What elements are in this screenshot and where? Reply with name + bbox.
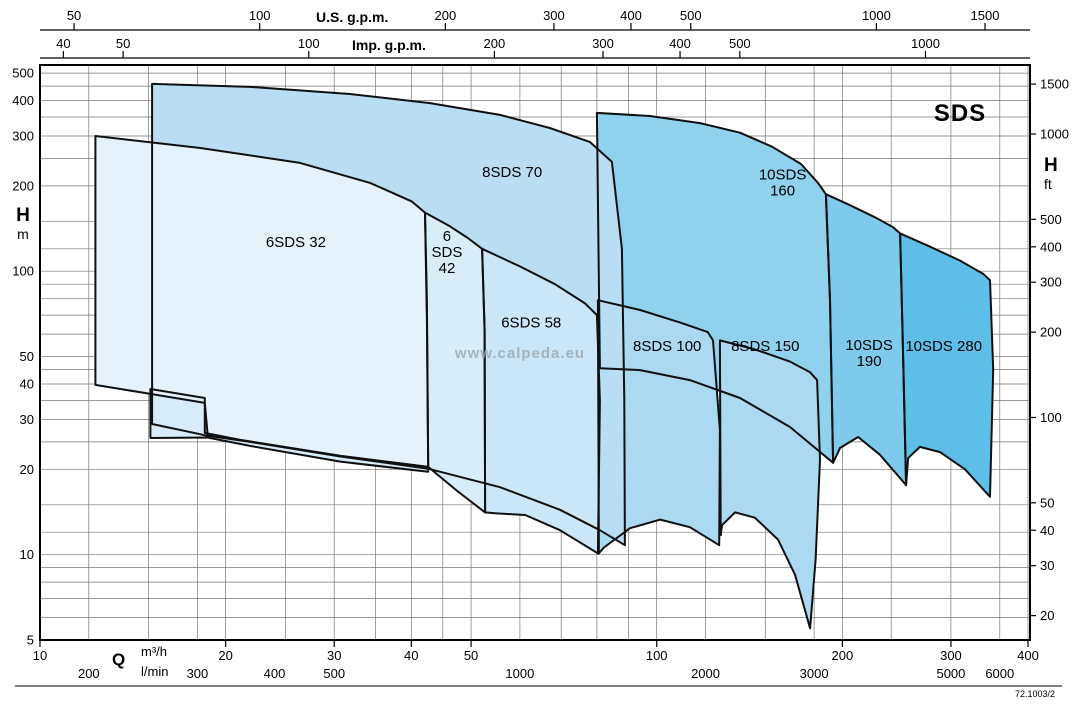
- region-labels-layer: 6SDS 32 6 SDS 42 6SDS 58 8SDS 70 8SDS 100 8SDS …: [266, 164, 982, 370]
- left-axis-symbol: H: [16, 205, 30, 226]
- tick-label-h-ft: 30: [1040, 558, 1054, 573]
- tick-label-h-ft: 500: [1040, 212, 1062, 227]
- tick-label-q-m3h: 400: [1017, 648, 1039, 663]
- tick-label-us-gpm: 500: [680, 8, 702, 23]
- region-label-10sds280: 10SDS 280: [905, 338, 982, 355]
- tick-label-q-lmin: 3000: [800, 666, 829, 681]
- tick-label-us-gpm: 1500: [971, 8, 1000, 23]
- tick-label-q-m3h: 50: [464, 648, 478, 663]
- tick-label-q-lmin: 2000: [691, 666, 720, 681]
- region-fill-8sds150: [719, 340, 820, 629]
- tick-label-q-m3h: 100: [646, 648, 668, 663]
- region-label-8sds70: 8SDS 70: [482, 164, 542, 181]
- tick-label-h-m: 5: [27, 633, 34, 648]
- left-axis-unit: m: [17, 226, 29, 242]
- tick-label-h-ft: 200: [1040, 325, 1062, 340]
- region-label-10sds190: 10SDS 190: [845, 337, 893, 370]
- tick-label-imp-gpm: 200: [484, 36, 506, 51]
- region-label-6sds32: 6SDS 32: [266, 234, 326, 251]
- tick-label-h-ft: 1000: [1040, 127, 1069, 142]
- right-axis-symbol: H: [1044, 155, 1058, 176]
- tick-label-imp-gpm: 1000: [911, 36, 940, 51]
- region-fill-6sds32: [95, 136, 429, 467]
- region-label-10sds160: 10SDS 160: [759, 166, 807, 199]
- region-outline-6sds32-low: [149, 388, 430, 473]
- tick-label-h-ft: 300: [1040, 275, 1062, 290]
- region-fill-10sds280: [900, 233, 994, 497]
- tick-label-h-m: 500: [12, 66, 34, 81]
- right-axis-label: H ft: [1044, 155, 1070, 193]
- tick-label-h-ft: 20: [1040, 608, 1054, 623]
- tick-label-q-lmin: 1000: [505, 666, 534, 681]
- region-fill-10sds190: [825, 194, 907, 486]
- plot-frame: [39, 64, 1031, 641]
- tick-label-imp-gpm: 40: [56, 36, 70, 51]
- watermark-text: www.calpeda.eu: [454, 345, 586, 362]
- region-outline-10sds160: [595, 111, 835, 464]
- tick-label-q-lmin: 500: [323, 666, 345, 681]
- tick-label-us-gpm: 200: [434, 8, 456, 23]
- bottom-axis-unit-m3h: m³/h: [141, 644, 167, 659]
- tick-label-h-m: 30: [20, 412, 34, 427]
- tick-label-q-m3h: 30: [327, 648, 341, 663]
- tick-label-h-m: 50: [20, 349, 34, 364]
- region-fill-6sds42: [425, 212, 486, 513]
- tick-label-us-gpm: 100: [249, 8, 271, 23]
- tick-label-imp-gpm: 500: [729, 36, 751, 51]
- tick-label-h-ft: 40: [1040, 523, 1054, 538]
- tick-label-q-lmin: 6000: [985, 666, 1014, 681]
- region-label-8sds100: 8SDS 100: [633, 338, 701, 355]
- region-fill-6sds58: [482, 248, 600, 554]
- tick-label-h-m: 10: [20, 547, 34, 562]
- tick-label-q-lmin: 400: [264, 666, 286, 681]
- bottom-axis-unit-lmin: l/min: [141, 664, 169, 679]
- tick-label-q-m3h: 300: [940, 648, 962, 663]
- tick-label-q-m3h: 40: [404, 648, 418, 663]
- tick-label-q-lmin: 200: [78, 666, 100, 681]
- tick-label-us-gpm: 400: [620, 8, 642, 23]
- region-label-8sds150: 8SDS 150: [731, 338, 799, 355]
- tick-label-q-m3h: 20: [218, 648, 232, 663]
- regions-outline-layer: [94, 82, 995, 630]
- region-fill-8sds100: [597, 300, 720, 554]
- tick-label-h-ft: 100: [1040, 410, 1062, 425]
- tick-label-h-m: 400: [12, 93, 34, 108]
- tick-label-imp-gpm: 100: [298, 36, 320, 51]
- region-label-6sds42: 6 SDS 42: [432, 228, 463, 277]
- tick-label-imp-gpm: 400: [669, 36, 691, 51]
- tick-label-q-lmin: 5000: [936, 666, 965, 681]
- region-outline-8sds150: [718, 339, 821, 630]
- tick-label-us-gpm: 50: [67, 8, 81, 23]
- tick-label-imp-gpm: 300: [592, 36, 614, 51]
- tick-label-h-m: 100: [12, 264, 34, 279]
- region-outline-6sds32: [94, 135, 430, 468]
- tick-label-q-m3h: 10: [33, 648, 47, 663]
- tick-label-h-ft: 400: [1040, 239, 1062, 254]
- top-axis-title-imp-gpm: Imp. g.p.m.: [352, 37, 426, 53]
- left-axis-label: H m: [12, 205, 34, 243]
- tick-label-q-lmin: 300: [187, 666, 209, 681]
- document-number: 72.1003/2: [1014, 689, 1055, 699]
- tick-label-us-gpm: 1000: [862, 8, 891, 23]
- tick-label-q-m3h: 200: [832, 648, 854, 663]
- tick-label-h-ft: 1500: [1040, 77, 1069, 92]
- tick-label-us-gpm: 300: [543, 8, 565, 23]
- regions-fill-layer: [95, 83, 994, 629]
- tick-label-imp-gpm: 50: [116, 36, 130, 51]
- tick-label-h-ft: 50: [1040, 495, 1054, 510]
- region-label-6sds58: 6SDS 58: [501, 314, 561, 331]
- top-axis-title-us-gpm: U.S. g.p.m.: [316, 9, 389, 25]
- tick-label-h-m: 200: [12, 178, 34, 193]
- bottom-axis-symbol: Q: [112, 650, 126, 669]
- tick-label-h-m: 300: [12, 128, 34, 143]
- axes-layer: 50 100 200 300 400 500 1000 1500 40 50 100 200 300 40…: [12, 8, 1069, 687]
- tick-label-h-m: 40: [20, 377, 34, 392]
- right-axis-unit: ft: [1044, 176, 1052, 192]
- region-outline-8sds100: [596, 299, 721, 555]
- tick-label-h-m: 20: [20, 462, 34, 477]
- series-family-title: SDS: [933, 100, 987, 127]
